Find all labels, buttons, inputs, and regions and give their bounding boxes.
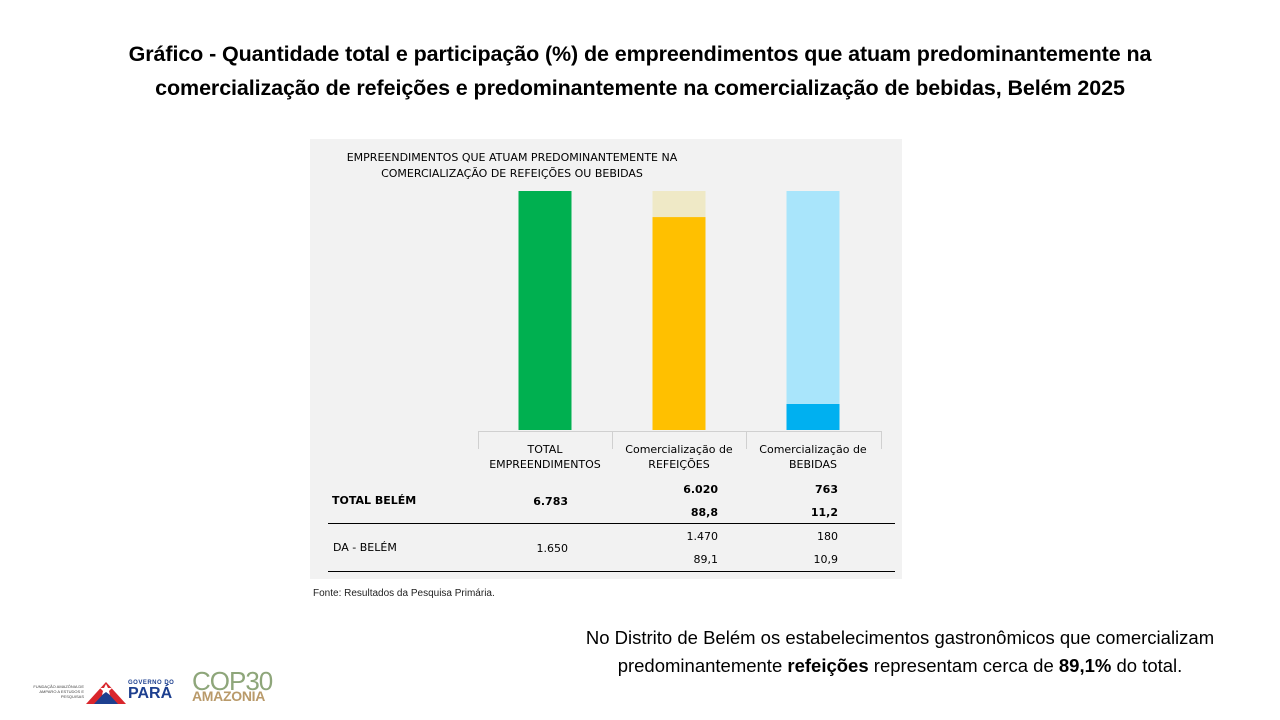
summary-note: No Distrito de Belém os estabelecimentos… [555,624,1245,680]
bar-0-segment-0 [518,191,572,430]
para-flag-icon [86,682,126,704]
bar-1-segment-0 [652,217,706,430]
cop30-logo: COP30 [192,666,273,696]
summary-highlight-percent: 89,1% [1058,655,1112,676]
bar-2-segment-1 [786,191,840,404]
para-label: PARÁ [128,685,173,702]
summary-text: No Distrito de Belém os estabelecimentos… [585,627,1215,676]
summary-text: do total. [1111,655,1183,676]
gov-label: GOVERNO DO [128,680,175,686]
summary-text: representam cerca de [868,655,1059,676]
summary-highlight-refeicoes: refeições [787,655,869,676]
slide-title: Gráfico - Quantidade total e participaçã… [128,42,1152,100]
fapespa-logo: FUNDAÇÃO AMAZÔNIA DE AMPARO A ESTUDOS E … [33,684,84,699]
chart-title: EMPREENDIMENTOS QUE ATUAM PREDOMINANTEME… [346,151,678,180]
amazonia-logo: AMAZONIA [192,688,266,704]
bar-2-segment-0 [786,403,840,430]
source-note: Fonte: Resultados da Pesquisa Primária. [313,588,495,599]
bar-1-segment-1 [652,191,706,218]
footer-logos: FUNDAÇÃO AMAZÔNIA DE AMPARO A ESTUDOS E … [30,660,280,716]
